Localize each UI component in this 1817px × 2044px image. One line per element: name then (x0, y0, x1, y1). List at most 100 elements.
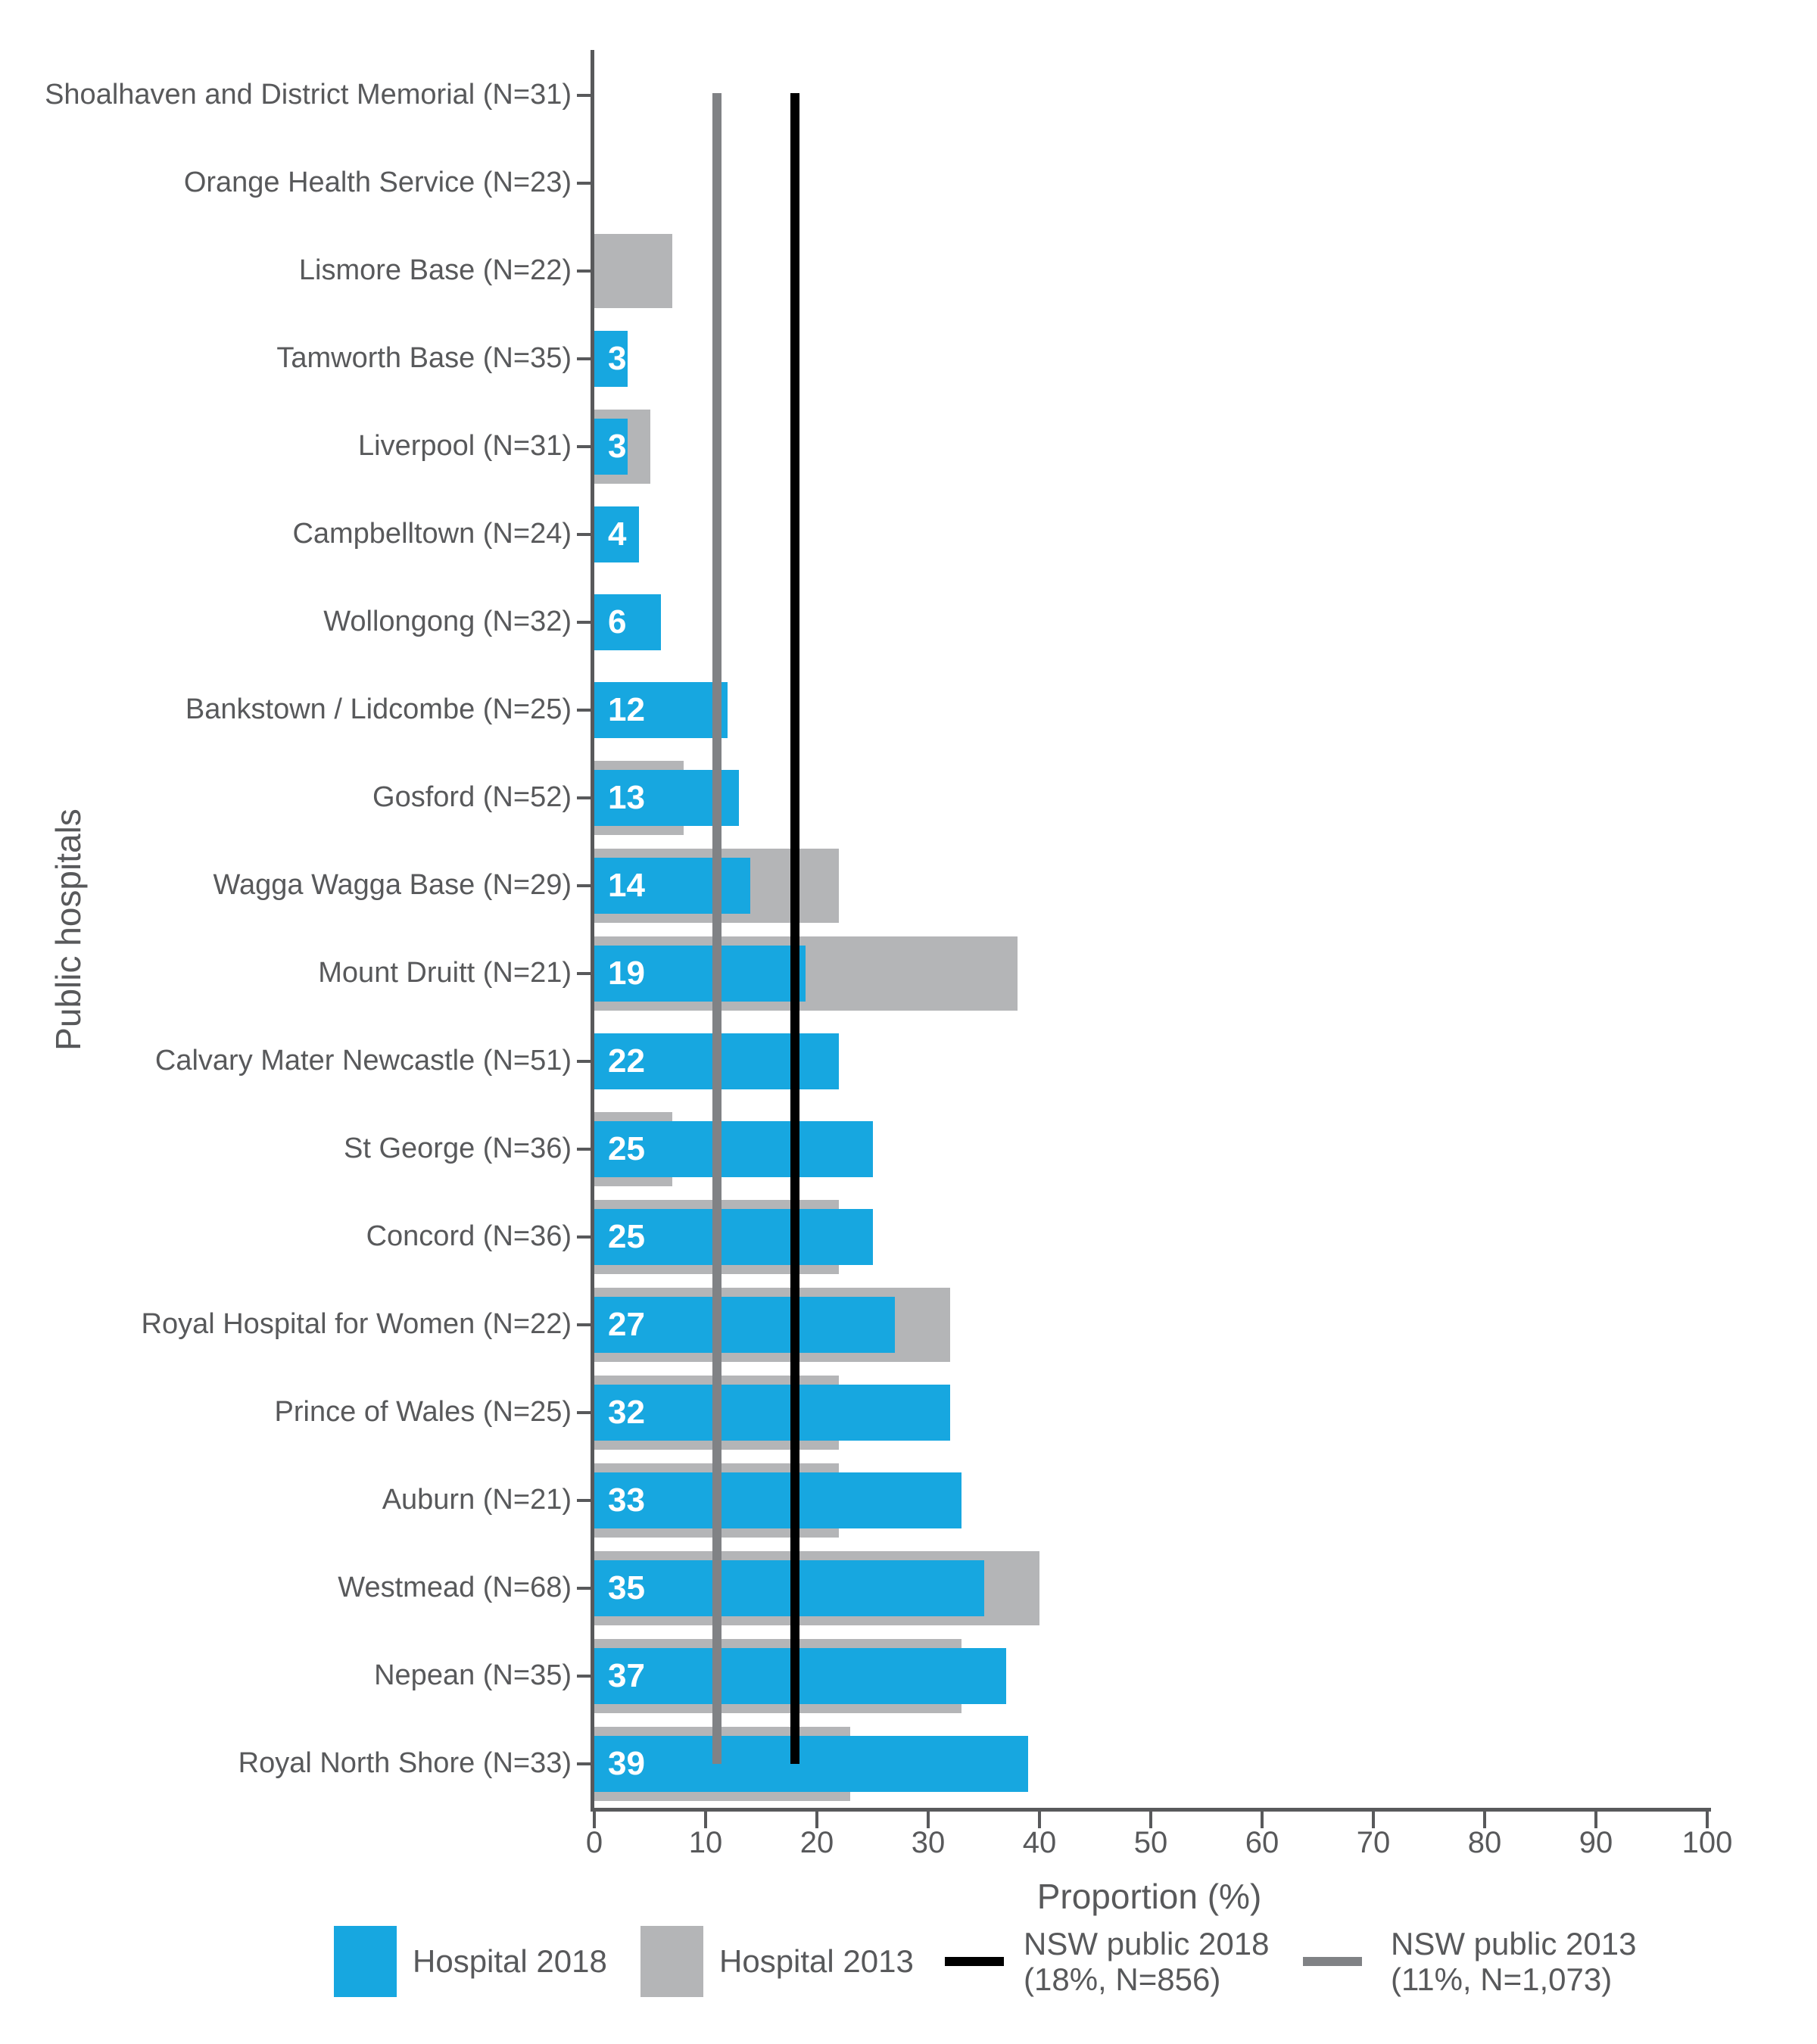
row-label: Tamworth Base (N=35) (276, 342, 572, 375)
legend-nsw-2013-line1: NSW public 2013 (1391, 1925, 1637, 1961)
row-label: Auburn (N=21) (382, 1484, 572, 1516)
row-label: Royal Hospital for Women (N=22) (141, 1308, 572, 1341)
row-label: Prince of Wales (N=25) (274, 1396, 572, 1429)
x-axis-tick-label: 50 (1133, 1826, 1168, 1859)
bar-hospital-2018: 35 (594, 1560, 984, 1616)
legend-label-hospital-2013: Hospital 2013 (719, 1943, 914, 1979)
legend-nsw-2018-line1: NSW public 2018 (1024, 1925, 1270, 1961)
y-axis-tick (577, 1499, 592, 1502)
bar-value-label: 37 (608, 1657, 645, 1694)
bar-hospital-2018: 19 (594, 946, 806, 1002)
x-axis-tick (815, 1812, 818, 1828)
bar-value-label: 19 (608, 955, 645, 992)
x-axis-tick-label: 80 (1467, 1826, 1502, 1859)
y-axis-tick (577, 1235, 592, 1239)
row-label: Royal North Shore (N=33) (238, 1747, 572, 1780)
x-axis-tick (704, 1812, 707, 1828)
bar-hospital-2018: 39 (594, 1736, 1029, 1792)
bar-hospital-2018: 6 (594, 594, 662, 650)
bar-hospital-2018: 27 (594, 1297, 895, 1353)
bar-hospital-2018: 12 (594, 682, 728, 738)
bar-value-label: 3 (608, 428, 627, 465)
x-axis-tick (1706, 1812, 1709, 1828)
y-axis-tick (577, 1060, 592, 1063)
y-axis-tick (577, 1148, 592, 1151)
y-axis-tick (577, 1411, 592, 1414)
y-axis-line (591, 50, 594, 1808)
row-label: St George (N=36) (344, 1133, 572, 1165)
legend-line-nsw-public-2013 (1303, 1957, 1362, 1966)
bar-value-label: 4 (608, 516, 627, 553)
y-axis-tick (577, 182, 592, 185)
y-axis-tick (577, 533, 592, 536)
x-axis-tick (593, 1812, 596, 1828)
row-label: Liverpool (N=31) (358, 430, 572, 463)
bar-value-label: 25 (608, 1130, 645, 1167)
x-axis-tick-label: 10 (688, 1826, 723, 1859)
bar-value-label: 39 (608, 1745, 645, 1782)
x-axis-tick-label: 90 (1579, 1826, 1613, 1859)
bar-value-label: 13 (608, 779, 645, 816)
y-axis-tick (577, 1323, 592, 1326)
bar-value-label: 12 (608, 691, 645, 728)
legend-label-hospital-2018: Hospital 2018 (413, 1943, 607, 1979)
x-axis-tick (1261, 1812, 1264, 1828)
y-axis-tick (577, 621, 592, 624)
bar-value-label: 33 (608, 1482, 645, 1519)
bar-value-label: 6 (608, 603, 627, 640)
row-label: Bankstown / Lidcombe (N=25) (185, 693, 572, 726)
y-axis-tick (577, 972, 592, 975)
bar-hospital-2018: 3 (594, 419, 628, 475)
legend-swatch-hospital-2013 (640, 1926, 703, 1997)
x-axis-tick (1038, 1812, 1041, 1828)
x-axis-tick-label: 30 (911, 1826, 946, 1859)
x-axis-tick-label: 60 (1245, 1826, 1279, 1859)
bar-hospital-2018: 4 (594, 506, 639, 562)
legend-line-nsw-public-2018 (945, 1957, 1004, 1966)
bar-value-label: 25 (608, 1218, 645, 1255)
y-axis-tick (577, 1675, 592, 1678)
y-axis-tick (577, 445, 592, 448)
x-axis-tick (1483, 1812, 1486, 1828)
legend-label-nsw-public-2013: NSW public 2013 (11%, N=1,073) (1391, 1923, 1637, 2000)
legend-label-nsw-public-2018: NSW public 2018 (18%, N=856) (1024, 1923, 1270, 2000)
x-axis-tick (1594, 1812, 1597, 1828)
x-axis-line (591, 1808, 1711, 1812)
row-label: Nepean (N=35) (374, 1659, 572, 1692)
bar-value-label: 27 (608, 1306, 645, 1343)
bar-hospital-2018: 25 (594, 1209, 873, 1265)
x-axis-tick-label: 20 (799, 1826, 834, 1859)
x-axis-tick-label: 100 (1681, 1826, 1733, 1859)
row-label: Mount Druitt (N=21) (318, 957, 572, 989)
y-axis-tick (577, 709, 592, 712)
bar-value-label: 3 (608, 340, 627, 377)
bar-hospital-2013 (594, 234, 672, 308)
legend-nsw-2018-line2: (18%, N=856) (1024, 1961, 1221, 1997)
x-axis-tick-label: 40 (1022, 1826, 1057, 1859)
x-axis-tick-label: 0 (585, 1826, 603, 1859)
legend-nsw-2013-line2: (11%, N=1,073) (1391, 1961, 1613, 1997)
row-label: Lismore Base (N=22) (298, 254, 572, 287)
x-axis-tick (1372, 1812, 1375, 1828)
row-label: Wagga Wagga Base (N=29) (213, 869, 572, 902)
bar-hospital-2018: 14 (594, 858, 750, 914)
row-label: Concord (N=36) (366, 1220, 572, 1253)
bar-value-label: 14 (608, 867, 645, 904)
bar-value-label: 35 (608, 1569, 645, 1606)
row-label: Westmead (N=68) (338, 1572, 572, 1604)
y-axis-tick (577, 357, 592, 360)
x-axis-tick (1149, 1812, 1152, 1828)
ref-line-nsw-public-2013 (712, 93, 722, 1764)
bar-value-label: 32 (608, 1394, 645, 1431)
bar-hospital-2018: 3 (594, 331, 628, 387)
bar-hospital-2018: 33 (594, 1472, 962, 1528)
row-label: Orange Health Service (N=23) (183, 167, 572, 199)
row-label: Calvary Mater Newcastle (N=51) (154, 1045, 572, 1077)
y-axis-tick (577, 1762, 592, 1765)
y-axis-tick (577, 796, 592, 799)
row-label: Campbelltown (N=24) (292, 518, 572, 550)
y-axis-tick (577, 270, 592, 273)
bar-value-label: 22 (608, 1042, 645, 1080)
row-label: Wollongong (N=32) (323, 606, 572, 638)
y-axis-tick (577, 94, 592, 97)
